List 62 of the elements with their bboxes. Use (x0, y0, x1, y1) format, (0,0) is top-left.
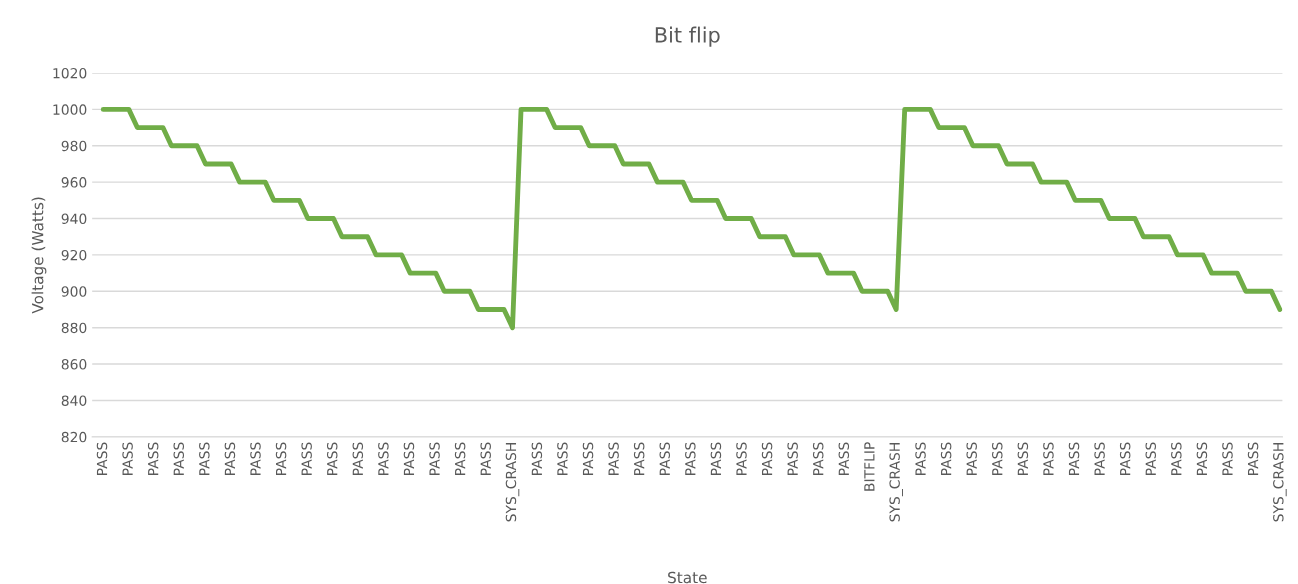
y-tick-label: 980 (61, 140, 87, 152)
x-tick-label: PASS (378, 442, 389, 475)
x-tick-label: PASS (480, 442, 491, 475)
x-tick-label: PASS (224, 442, 236, 475)
x-tick-label: PASS (736, 442, 747, 475)
x-tick-label: PASS (147, 442, 159, 475)
x-tick-label: PASS (250, 442, 261, 475)
y-tick-label: 940 (61, 213, 87, 225)
y-tick-label: 820 (61, 431, 87, 443)
x-tick-label: SYS_CRASH (505, 443, 520, 522)
x-tick-label: PASS (1171, 442, 1182, 475)
x-tick-label: PASS (685, 442, 696, 475)
x-tick-label: PASS (403, 442, 415, 475)
x-tick-label: PASS (199, 442, 210, 475)
x-tick-label: PASS (557, 442, 568, 475)
x-tick-label: PASS (352, 442, 364, 475)
x-tick-label: PASS (1196, 442, 1208, 475)
x-tick-label: PASS (1043, 442, 1054, 475)
y-tick-label: 920 (61, 249, 87, 261)
x-tick-label: PASS (710, 442, 722, 475)
x-tick-label: PASS (966, 442, 977, 475)
x-tick-label: PASS (429, 442, 440, 475)
x-tick-label: BITFLIP (864, 442, 875, 491)
chart-title: Bit flip (655, 26, 720, 47)
x-tick-label: PASS (326, 442, 338, 475)
x-tick-label: PASS (992, 442, 1003, 475)
x-tick-label: PASS (301, 442, 312, 475)
y-tick-label: 1020 (53, 67, 87, 79)
x-tick-label: PASS (531, 442, 543, 475)
x-tick-label: PASS (1247, 442, 1259, 475)
y-tick-label: 880 (61, 322, 87, 334)
x-tick-label: PASS (1017, 442, 1029, 475)
x-axis-title: State (668, 571, 707, 584)
x-tick-label: PASS (838, 442, 850, 475)
y-tick-label: 900 (61, 286, 87, 297)
x-tick-label: PASS (1222, 442, 1233, 475)
y-tick-label: 860 (61, 359, 87, 370)
x-tick-label: PASS (1145, 442, 1156, 475)
x-tick-label: PASS (454, 442, 466, 475)
x-tick-label: PASS (787, 442, 798, 475)
y-tick-label: 840 (61, 395, 87, 406)
y-tick-label: 960 (61, 177, 87, 188)
x-tick-label: PASS (275, 442, 287, 475)
x-tick-label: PASS (940, 442, 952, 475)
x-tick-label: PASS (915, 442, 926, 475)
x-tick-label: PASS (761, 442, 773, 475)
x-tick-label: PASS (812, 442, 824, 475)
line-series (100, 106, 1283, 331)
x-tick-label: PASS (122, 442, 133, 475)
x-tick-label: PASS (1119, 442, 1131, 475)
y-tick-label: 1000 (53, 104, 87, 115)
x-tick-label: SYS_CRASH (889, 443, 903, 522)
x-tick-label: PASS (633, 442, 645, 475)
x-tick-label: PASS (96, 442, 108, 475)
x-tick-label: SYS_CRASH (1273, 443, 1287, 522)
x-tick-label: PASS (1068, 442, 1080, 475)
x-tick-label: PASS (608, 442, 619, 475)
x-tick-label: PASS (582, 442, 594, 475)
y-axis-title: Voltage (Watts) (31, 197, 47, 314)
x-tick-label: PASS (1094, 442, 1105, 475)
x-tick-label: PASS (173, 442, 185, 475)
x-tick-label: PASS (659, 442, 671, 475)
